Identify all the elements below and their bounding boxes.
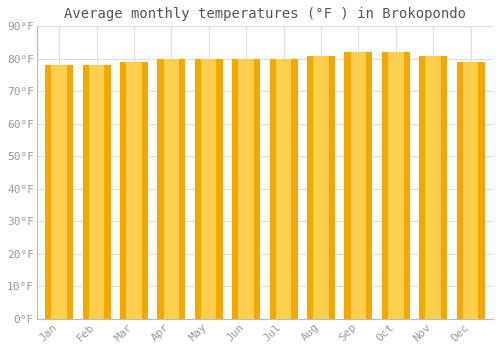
Bar — [158, 59, 186, 319]
Bar — [276, 59, 291, 319]
Bar — [195, 59, 223, 319]
Bar — [126, 62, 142, 319]
Bar — [89, 65, 104, 319]
Bar — [314, 56, 328, 319]
Bar — [307, 56, 335, 319]
Bar — [270, 59, 297, 319]
Bar — [426, 56, 441, 319]
Bar — [456, 62, 484, 319]
Bar — [164, 59, 179, 319]
Bar — [45, 65, 73, 319]
Bar — [238, 59, 254, 319]
Bar — [232, 59, 260, 319]
Bar — [201, 59, 216, 319]
Bar — [388, 52, 404, 319]
Bar — [52, 65, 67, 319]
Bar — [82, 65, 110, 319]
Bar — [120, 62, 148, 319]
Bar — [350, 52, 366, 319]
Bar — [344, 52, 372, 319]
Title: Average monthly temperatures (°F ) in Brokopondo: Average monthly temperatures (°F ) in Br… — [64, 7, 466, 21]
Bar — [419, 56, 447, 319]
Bar — [382, 52, 410, 319]
Bar — [463, 62, 478, 319]
